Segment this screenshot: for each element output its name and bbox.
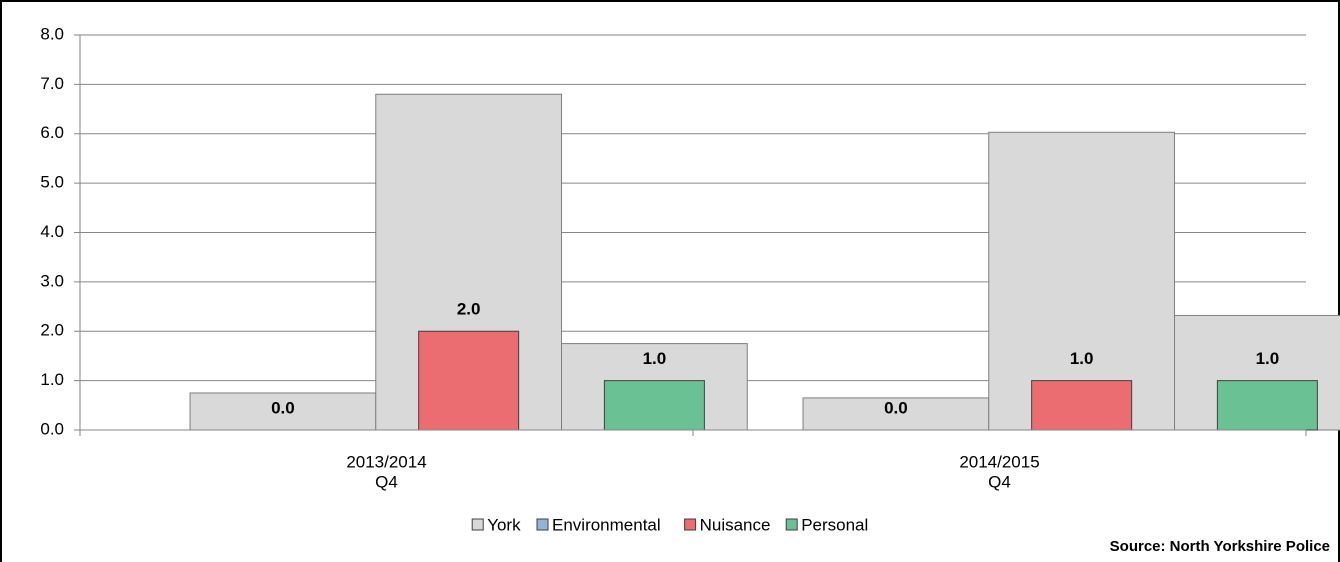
y-tick-label: 3.0 <box>40 271 64 290</box>
x-tick-label: 2013/2014 <box>346 452 426 471</box>
legend-label: York <box>487 515 521 534</box>
bar <box>418 330 520 431</box>
x-tick-label: 2014/2015 <box>959 452 1039 471</box>
data-label: 0.0 <box>884 398 908 417</box>
bar <box>603 380 705 431</box>
legend-swatch <box>785 518 798 531</box>
data-label: 1.0 <box>1256 349 1280 368</box>
y-tick-label: 6.0 <box>40 123 64 142</box>
legend-label: Nuisance <box>700 515 771 534</box>
bar-york <box>189 392 377 431</box>
legend-swatch <box>536 518 549 531</box>
legend-label: Environmental <box>552 515 661 534</box>
y-tick-label: 5.0 <box>40 173 64 192</box>
y-tick-label: 1.0 <box>40 370 64 389</box>
y-tick-label: 7.0 <box>40 74 64 93</box>
bar <box>1031 380 1133 431</box>
data-label: 1.0 <box>643 349 667 368</box>
x-tick-label-sub: Q4 <box>375 472 398 491</box>
data-label: 0.0 <box>271 398 295 417</box>
y-tick-label: 8.0 <box>40 24 64 43</box>
bar <box>1216 380 1318 431</box>
x-tick-label-sub: Q4 <box>988 472 1011 491</box>
legend-swatch <box>684 518 697 531</box>
y-tick-label: 4.0 <box>40 222 64 241</box>
legend-swatch <box>471 518 484 531</box>
legend-label: Personal <box>801 515 868 534</box>
y-tick-label: 2.0 <box>40 321 64 340</box>
source: Source: North Yorkshire Police <box>1110 538 1330 555</box>
bar-york <box>802 397 990 431</box>
data-label: 1.0 <box>1070 349 1094 368</box>
y-tick-label: 0.0 <box>40 419 64 438</box>
data-label: 2.0 <box>457 300 481 319</box>
